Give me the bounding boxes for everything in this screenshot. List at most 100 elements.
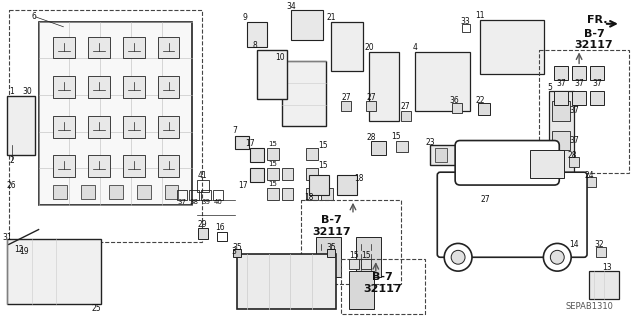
Bar	[572, 91, 586, 105]
Text: 15: 15	[391, 132, 401, 141]
Bar	[495, 148, 507, 162]
Bar	[586, 177, 596, 187]
Text: 35: 35	[326, 243, 336, 252]
Text: 37: 37	[569, 106, 579, 115]
Bar	[235, 136, 249, 149]
Bar	[267, 188, 278, 200]
Text: 39: 39	[202, 199, 211, 205]
Text: 32117: 32117	[312, 226, 351, 237]
Bar	[349, 271, 374, 309]
Bar	[401, 111, 410, 121]
Text: 32117: 32117	[575, 40, 613, 49]
Bar	[88, 37, 110, 58]
Bar	[572, 66, 586, 80]
Text: B-7: B-7	[321, 215, 342, 225]
Bar	[549, 91, 574, 180]
Bar	[88, 116, 110, 137]
Bar	[54, 155, 76, 177]
Bar	[571, 247, 581, 257]
Text: 35: 35	[232, 243, 242, 252]
Text: 24: 24	[584, 171, 594, 180]
Bar	[137, 185, 150, 199]
Bar	[88, 76, 110, 98]
Text: 27: 27	[480, 196, 490, 204]
Bar	[301, 200, 401, 284]
Bar	[366, 101, 376, 111]
Text: 20: 20	[364, 43, 374, 52]
Bar	[515, 148, 527, 162]
Bar	[81, 185, 95, 199]
Bar	[7, 240, 101, 304]
Bar	[257, 49, 287, 99]
Text: 28: 28	[568, 151, 577, 160]
Bar	[341, 259, 426, 314]
Text: 23: 23	[426, 138, 435, 147]
FancyBboxPatch shape	[455, 141, 559, 185]
Bar	[337, 175, 357, 195]
Bar	[123, 116, 145, 137]
Bar	[590, 91, 604, 105]
Bar	[540, 49, 628, 173]
Bar	[123, 76, 145, 98]
Text: 22: 22	[475, 96, 484, 106]
Text: 17: 17	[238, 181, 248, 189]
Bar	[554, 66, 568, 80]
Text: 15: 15	[349, 251, 359, 260]
Text: 36: 36	[449, 96, 459, 106]
Bar	[157, 116, 179, 137]
Bar	[157, 155, 179, 177]
Text: 1: 1	[10, 86, 14, 96]
Circle shape	[550, 250, 564, 264]
Bar	[213, 190, 223, 200]
Bar	[435, 148, 447, 162]
Bar	[321, 188, 333, 200]
Text: 27: 27	[341, 93, 351, 101]
Bar	[307, 188, 318, 200]
Text: 18: 18	[354, 174, 364, 182]
Text: B-7: B-7	[372, 272, 393, 282]
Bar	[282, 168, 294, 180]
Bar	[109, 185, 123, 199]
Bar	[123, 37, 145, 58]
Text: 32: 32	[594, 240, 604, 249]
Bar	[552, 131, 570, 151]
Bar	[356, 237, 381, 277]
Bar	[482, 202, 492, 212]
Text: 40: 40	[214, 199, 223, 205]
Bar	[157, 76, 179, 98]
Bar	[54, 185, 67, 199]
Bar	[282, 61, 326, 126]
Bar	[430, 145, 559, 165]
Text: SEPAB1310: SEPAB1310	[565, 302, 613, 311]
Bar	[201, 190, 211, 200]
Text: 26: 26	[7, 181, 17, 189]
Text: B-7: B-7	[584, 29, 604, 39]
Bar	[452, 103, 462, 113]
Text: 15: 15	[268, 142, 277, 147]
Bar	[307, 168, 318, 180]
Bar	[237, 254, 336, 309]
Bar	[396, 141, 408, 152]
Text: 14: 14	[570, 240, 579, 249]
Bar	[189, 190, 199, 200]
Text: 5: 5	[547, 83, 552, 92]
Text: 32117: 32117	[364, 284, 402, 294]
Text: 27: 27	[401, 102, 410, 111]
Bar	[552, 101, 570, 121]
Text: 19: 19	[19, 247, 29, 256]
Bar	[331, 22, 363, 71]
Text: 8: 8	[252, 41, 257, 50]
Bar	[534, 148, 547, 162]
Text: 4: 4	[413, 43, 418, 52]
Text: 17: 17	[245, 139, 255, 148]
Bar	[480, 20, 545, 74]
Bar	[197, 180, 209, 192]
Bar	[9, 10, 202, 242]
Text: 12: 12	[14, 245, 24, 254]
Bar	[475, 148, 487, 162]
Text: 37: 37	[556, 79, 566, 88]
Text: 27: 27	[366, 93, 376, 101]
Bar	[247, 22, 267, 47]
Text: 37: 37	[178, 199, 187, 205]
Bar	[54, 37, 76, 58]
